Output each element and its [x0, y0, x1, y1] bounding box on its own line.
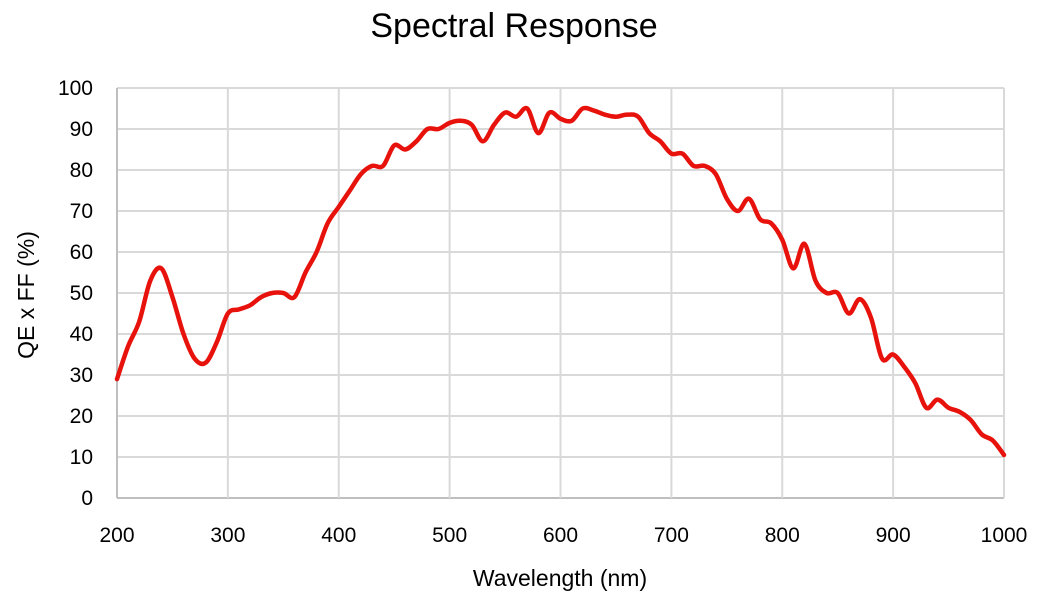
y-axis-ticks: 0 10 20 30 40 50 60 70 80 90 100: [58, 77, 93, 510]
x-axis-label: Wavelength (nm): [473, 565, 647, 591]
x-tick-label: 200: [99, 524, 134, 547]
series-layer: [114, 105, 1007, 458]
grid: [116, 87, 1005, 499]
x-tick-label: 300: [210, 524, 245, 547]
x-tick-label: 600: [543, 524, 578, 547]
x-tick-label: 1000: [981, 524, 1028, 547]
y-tick-label: 20: [70, 405, 93, 428]
y-tick-label: 80: [70, 159, 93, 182]
y-tick-label: 40: [70, 323, 93, 346]
x-tick-label: 700: [654, 524, 689, 547]
x-axis-ticks: 200 300 400 500 600 700 800 900 1000: [99, 524, 1027, 547]
x-tick-label: 900: [876, 524, 911, 547]
x-tick-label: 800: [765, 524, 800, 547]
y-axis-label: QE x FF (%): [13, 231, 39, 359]
chart-title: Spectral Response: [370, 7, 657, 45]
y-tick-label: 10: [70, 446, 93, 469]
x-tick-label: 400: [321, 524, 356, 547]
y-tick-label: 100: [58, 77, 93, 100]
y-tick-label: 60: [70, 241, 93, 264]
y-tick-label: 0: [81, 487, 93, 510]
spectral-response-line: [114, 105, 1007, 458]
y-tick-label: 50: [70, 282, 93, 305]
y-tick-label: 30: [70, 364, 93, 387]
x-tick-label: 500: [432, 524, 467, 547]
y-tick-label: 90: [70, 118, 93, 141]
y-tick-label: 70: [70, 200, 93, 223]
